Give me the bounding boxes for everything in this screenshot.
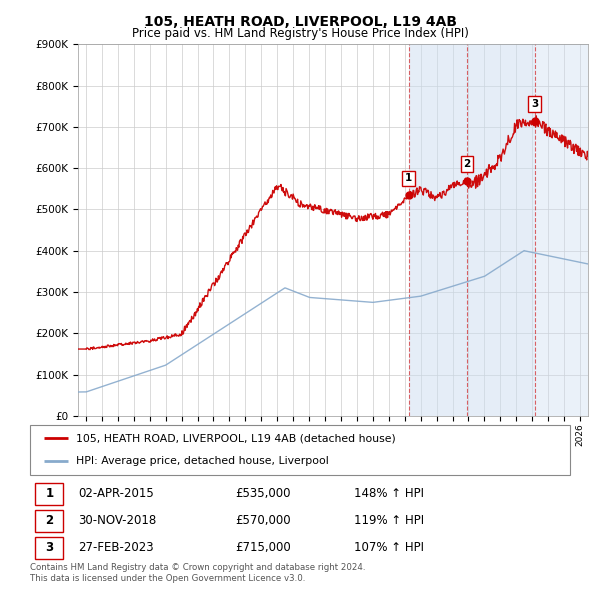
Text: 2: 2 [46, 514, 53, 527]
Text: 105, HEATH ROAD, LIVERPOOL, L19 4AB: 105, HEATH ROAD, LIVERPOOL, L19 4AB [143, 15, 457, 29]
Text: Contains HM Land Registry data © Crown copyright and database right 2024.
This d: Contains HM Land Registry data © Crown c… [30, 563, 365, 583]
Bar [409, 44, 467, 416]
Bar [535, 44, 588, 416]
Text: £535,000: £535,000 [235, 487, 290, 500]
Text: 148% ↑ HPI: 148% ↑ HPI [354, 487, 424, 500]
Text: 107% ↑ HPI: 107% ↑ HPI [354, 542, 424, 555]
Text: 105, HEATH ROAD, LIVERPOOL, L19 4AB (detached house): 105, HEATH ROAD, LIVERPOOL, L19 4AB (det… [76, 433, 395, 443]
Text: 3: 3 [531, 99, 538, 109]
Text: 1: 1 [405, 173, 412, 183]
Text: 3: 3 [46, 542, 53, 555]
Text: 1: 1 [46, 487, 53, 500]
Bar [467, 44, 535, 416]
Text: £715,000: £715,000 [235, 542, 291, 555]
Text: £570,000: £570,000 [235, 514, 291, 527]
Text: 27-FEB-2023: 27-FEB-2023 [79, 542, 154, 555]
Bar [35, 483, 64, 505]
Text: 2: 2 [464, 159, 471, 169]
Text: 30-NOV-2018: 30-NOV-2018 [79, 514, 157, 527]
Text: 119% ↑ HPI: 119% ↑ HPI [354, 514, 424, 527]
Text: Price paid vs. HM Land Registry's House Price Index (HPI): Price paid vs. HM Land Registry's House … [131, 27, 469, 40]
Text: 02-APR-2015: 02-APR-2015 [79, 487, 154, 500]
Text: HPI: Average price, detached house, Liverpool: HPI: Average price, detached house, Live… [76, 457, 329, 467]
Bar [35, 537, 64, 559]
Bar [35, 510, 64, 532]
